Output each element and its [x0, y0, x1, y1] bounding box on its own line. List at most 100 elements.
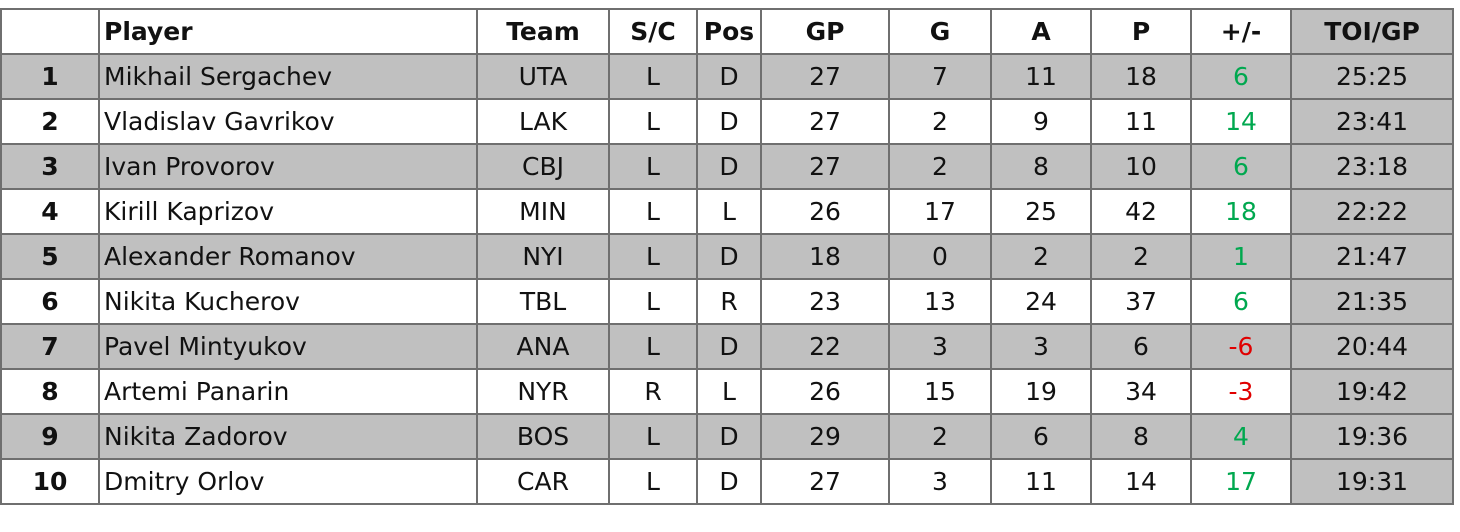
stats-table: Player Team S/C Pos GP G A P +/- TOI/GP 1 Mikhail …	[0, 8, 1454, 505]
table-cell: 18	[1090, 53, 1192, 100]
table-cell: 11	[1090, 98, 1192, 145]
table-cell: 8	[0, 368, 100, 415]
table-cell: 10	[0, 458, 100, 505]
table-cell: 27	[760, 143, 890, 190]
table-cell: Vladislav Gavrikov	[98, 98, 478, 145]
table-cell: Mikhail Sergachev	[98, 53, 478, 100]
table-cell: 9	[0, 413, 100, 460]
table-cell: 14	[1090, 458, 1192, 505]
table-cell: Nikita Kucherov	[98, 278, 478, 325]
table-cell: 20:44	[1290, 323, 1454, 370]
table-cell: 0	[888, 233, 992, 280]
table-row: 2 Vladislav Gavrikov LAK L D 27 2 9 11 14 23:41	[0, 98, 1454, 145]
table-cell: TBL	[476, 278, 610, 325]
table-cell: R	[696, 278, 762, 325]
table-cell: 9	[990, 98, 1092, 145]
table-cell: 14	[1190, 98, 1292, 145]
table-cell: 13	[888, 278, 992, 325]
table-cell: 18	[1190, 188, 1292, 235]
table-row: 4 Kirill Kaprizov MIN L L 26 17 25 42 18 22:22	[0, 188, 1454, 235]
table-cell: 22	[760, 323, 890, 370]
table-cell: 6	[1190, 53, 1292, 100]
table-cell: 21:35	[1290, 278, 1454, 325]
table-row: 6 Nikita Kucherov TBL L R 23 13 24 37 6 21:35	[0, 278, 1454, 325]
table-cell: 1	[1190, 233, 1292, 280]
table-cell: 26	[760, 188, 890, 235]
table-cell: BOS	[476, 413, 610, 460]
table-cell: 17	[1190, 458, 1292, 505]
header-cell: S/C	[608, 8, 698, 55]
table-cell: Ivan Provorov	[98, 143, 478, 190]
table-cell: 11	[990, 53, 1092, 100]
table-cell: -6	[1190, 323, 1292, 370]
header-cell: TOI/GP	[1290, 8, 1454, 55]
table-cell: 19:36	[1290, 413, 1454, 460]
table-cell: NYR	[476, 368, 610, 415]
table-body: 1 Mikhail Sergachev UTA L D 27 7 11 18 6 25:25 2 Vla…	[0, 53, 1454, 505]
table-row: 7 Pavel Mintyukov ANA L D 22 3 3 6 -6 20:44	[0, 323, 1454, 370]
table-cell: 15	[888, 368, 992, 415]
table-cell: 2	[0, 98, 100, 145]
table-cell: D	[696, 233, 762, 280]
header-cell: Team	[476, 8, 610, 55]
table-cell: 3	[888, 458, 992, 505]
table-cell: 27	[760, 53, 890, 100]
table-cell: 8	[1090, 413, 1192, 460]
table-cell: 2	[888, 143, 992, 190]
table-cell: 2	[1090, 233, 1192, 280]
table-cell: 6	[1190, 143, 1292, 190]
table-cell: L	[608, 98, 698, 145]
table-cell: 24	[990, 278, 1092, 325]
table-cell: 22:22	[1290, 188, 1454, 235]
table-cell: L	[608, 323, 698, 370]
table-cell: D	[696, 458, 762, 505]
header-cell: Player	[98, 8, 478, 55]
table-cell: Kirill Kaprizov	[98, 188, 478, 235]
table-cell: 6	[990, 413, 1092, 460]
table-cell: 3	[990, 323, 1092, 370]
table-cell: 6	[1190, 278, 1292, 325]
table-cell: 2	[888, 413, 992, 460]
table-cell: 8	[990, 143, 1092, 190]
table-cell: R	[608, 368, 698, 415]
table-cell: 5	[0, 233, 100, 280]
table-cell: 23:18	[1290, 143, 1454, 190]
table-cell: L	[696, 368, 762, 415]
table-cell: 3	[0, 143, 100, 190]
table-cell: 19:42	[1290, 368, 1454, 415]
table-cell: 6	[0, 278, 100, 325]
header-row: Player Team S/C Pos GP G A P +/- TOI/GP	[0, 8, 1454, 55]
table-cell: CAR	[476, 458, 610, 505]
table-cell: -3	[1190, 368, 1292, 415]
table-row: 5 Alexander Romanov NYI L D 18 0 2 2 1 21:47	[0, 233, 1454, 280]
table-cell: Nikita Zadorov	[98, 413, 478, 460]
table-cell: 6	[1090, 323, 1192, 370]
table-cell: Artemi Panarin	[98, 368, 478, 415]
table-cell: 27	[760, 98, 890, 145]
table-cell: 4	[0, 188, 100, 235]
table-cell: D	[696, 98, 762, 145]
table-cell: D	[696, 323, 762, 370]
table-cell: D	[696, 143, 762, 190]
table-cell: 19:31	[1290, 458, 1454, 505]
table-cell: 19	[990, 368, 1092, 415]
table-cell: NYI	[476, 233, 610, 280]
table-container: Player Team S/C Pos GP G A P +/- TOI/GP 1 Mikhail …	[0, 8, 1454, 505]
table-cell: 27	[760, 458, 890, 505]
table-cell: D	[696, 53, 762, 100]
table-cell: ANA	[476, 323, 610, 370]
table-cell: L	[696, 188, 762, 235]
table-cell: 1	[0, 53, 100, 100]
table-cell: 25	[990, 188, 1092, 235]
table-cell: 17	[888, 188, 992, 235]
table-cell: 29	[760, 413, 890, 460]
table-row: 10 Dmitry Orlov CAR L D 27 3 11 14 17 19:31	[0, 458, 1454, 505]
table-cell: Dmitry Orlov	[98, 458, 478, 505]
header-cell: A	[990, 8, 1092, 55]
header-cell: Pos	[696, 8, 762, 55]
table-row: 3 Ivan Provorov CBJ L D 27 2 8 10 6 23:18	[0, 143, 1454, 190]
table-cell: 2	[888, 98, 992, 145]
table-cell: 34	[1090, 368, 1192, 415]
table-cell: Pavel Mintyukov	[98, 323, 478, 370]
